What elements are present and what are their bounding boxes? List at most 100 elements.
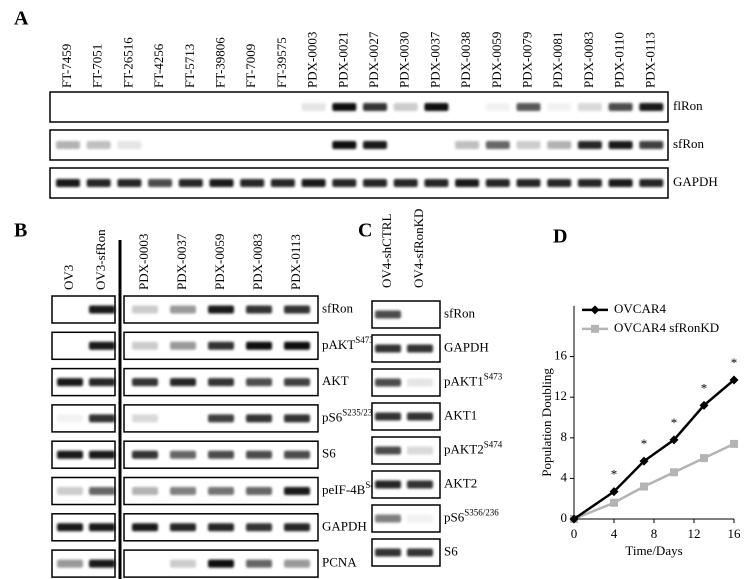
band xyxy=(516,141,541,149)
band xyxy=(270,179,295,187)
x-tick-label: 12 xyxy=(688,526,701,541)
row-name: pS6 xyxy=(322,409,343,424)
band xyxy=(547,179,572,187)
panel-label: B xyxy=(14,220,27,242)
row-superscript: S473 xyxy=(355,335,374,345)
lane-label: FT-5713 xyxy=(182,44,197,88)
band xyxy=(332,141,357,149)
marker xyxy=(609,487,619,497)
band xyxy=(208,450,234,459)
row-label: PCNA xyxy=(322,555,357,570)
legend-marker xyxy=(590,305,600,315)
row-label: AKT2 xyxy=(444,475,477,490)
band xyxy=(246,378,272,387)
band xyxy=(170,487,196,495)
x-axis-label: Time/Days xyxy=(625,543,682,558)
band xyxy=(246,341,272,350)
lane-label: OV4-sfRonKD xyxy=(411,209,426,288)
band xyxy=(284,523,310,532)
band xyxy=(170,450,196,459)
lane-label: OV3 xyxy=(61,265,76,290)
lane-label: FT-39806 xyxy=(212,37,227,88)
row-label: pS6S356/236 xyxy=(444,508,499,525)
lane-label: PDX-0081 xyxy=(550,32,565,88)
band xyxy=(208,559,234,568)
lane-label: OV4-shCTRL xyxy=(379,214,394,288)
panel-label: A xyxy=(14,8,29,30)
band xyxy=(407,378,433,387)
band xyxy=(284,450,310,459)
row-name: pAKT xyxy=(322,337,355,352)
row-name: pS6 xyxy=(444,509,465,524)
band xyxy=(170,305,196,314)
band xyxy=(284,378,310,387)
band xyxy=(407,446,433,455)
band xyxy=(89,450,115,459)
row-label: pAKTS473 xyxy=(322,335,374,352)
significance-asterisk: * xyxy=(671,415,678,430)
band xyxy=(639,103,664,111)
band xyxy=(407,548,433,557)
legend-label: OVCAR4 xyxy=(614,301,667,316)
band xyxy=(547,141,572,149)
row-name: sfRon xyxy=(322,300,354,315)
band xyxy=(393,179,418,187)
band xyxy=(375,412,401,421)
band xyxy=(407,412,433,421)
band xyxy=(246,523,272,532)
x-tick-label: 4 xyxy=(611,526,618,541)
marker xyxy=(670,468,678,477)
lane-label: PDX-0059 xyxy=(489,32,504,88)
band xyxy=(56,141,80,149)
band xyxy=(301,179,326,187)
lane-label: PDX-0059 xyxy=(212,234,227,290)
row-label: S6 xyxy=(444,543,458,558)
band xyxy=(132,487,158,495)
band xyxy=(246,414,272,423)
band xyxy=(485,179,510,187)
band xyxy=(57,378,83,387)
row-name: S6 xyxy=(322,446,336,461)
row-label: GAPDH xyxy=(322,518,367,533)
row-label: pAKT1S473 xyxy=(444,372,503,389)
series-line xyxy=(573,378,735,521)
row-label: AKT1 xyxy=(444,407,477,422)
row-name: AKT2 xyxy=(444,475,477,490)
row-name: pAKT1 xyxy=(444,373,484,388)
band xyxy=(89,523,115,532)
band xyxy=(375,480,401,489)
band xyxy=(424,103,449,111)
band xyxy=(608,103,633,111)
band xyxy=(608,179,633,187)
band xyxy=(57,450,83,459)
lane-label: PDX-0003 xyxy=(305,32,320,88)
band xyxy=(208,305,234,314)
marker xyxy=(699,400,709,410)
row-label: sfRon xyxy=(322,300,354,315)
lane-label: PDX-0110 xyxy=(612,32,627,88)
band xyxy=(375,310,401,319)
blot-frame xyxy=(49,167,669,199)
band xyxy=(117,179,142,187)
row-name: S6 xyxy=(444,543,458,558)
band xyxy=(246,305,272,314)
band xyxy=(89,305,115,314)
band xyxy=(375,514,401,523)
lane-label: PDX-0027 xyxy=(366,31,381,88)
band xyxy=(424,179,449,187)
row-name: flRon xyxy=(673,98,703,113)
row-name: AKT xyxy=(322,373,349,388)
blot-frame xyxy=(49,129,669,161)
row-label: pAKT2S474 xyxy=(444,440,503,457)
band xyxy=(375,378,401,387)
band xyxy=(240,179,265,187)
band xyxy=(89,487,115,495)
y-axis-label: Population Doubling xyxy=(539,368,554,477)
legend-marker xyxy=(591,324,599,333)
band xyxy=(516,179,541,187)
lane-label: PDX-0037 xyxy=(427,31,442,88)
lane-label: PDX-0079 xyxy=(519,32,534,88)
y-tick-label: 8 xyxy=(561,429,568,444)
lane-label: PDX-0083 xyxy=(250,234,265,290)
band xyxy=(284,305,310,314)
